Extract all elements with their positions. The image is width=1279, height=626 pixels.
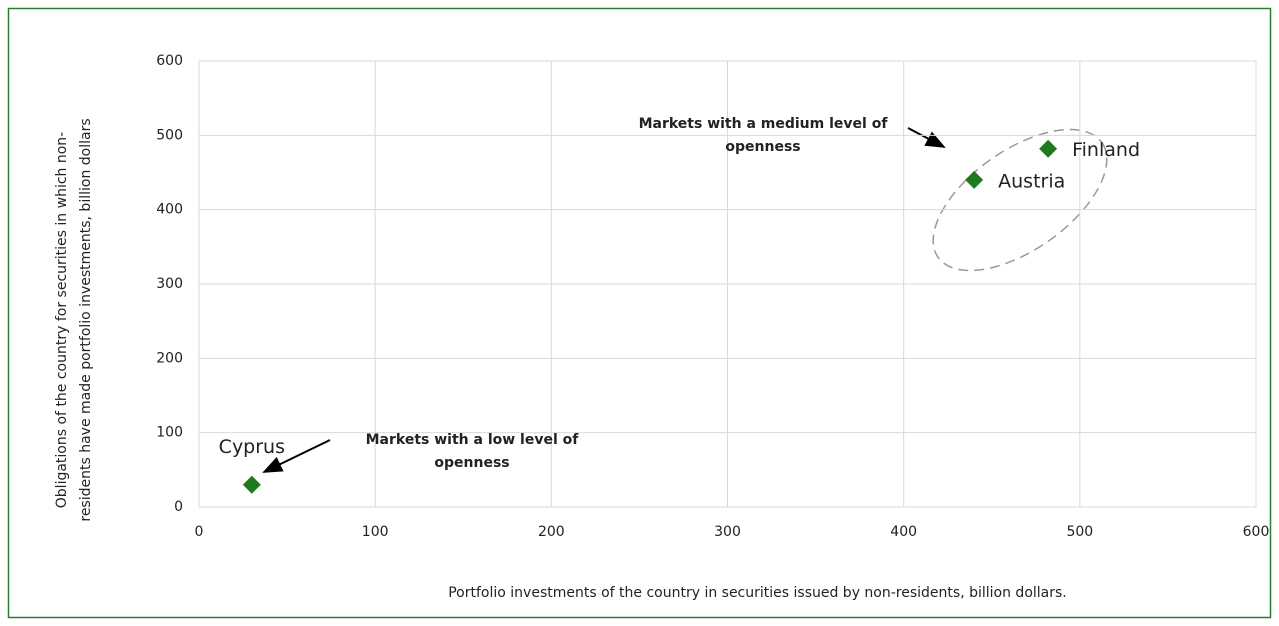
y-axis-label: Obligations of the country for securitie… [54, 132, 70, 508]
point [1039, 139, 1058, 158]
y-tick-label: 200 [156, 350, 183, 366]
x-tick-label: 0 [195, 524, 204, 540]
point [965, 170, 984, 189]
point [242, 475, 261, 494]
point-label: Austria [998, 170, 1065, 192]
annotation: openness [725, 139, 800, 155]
x-tick-label: 100 [362, 524, 389, 540]
y-tick-label: 100 [156, 425, 183, 441]
point-label: Cyprus [219, 436, 285, 458]
y-axis-label: residents have made portfolio investment… [78, 118, 94, 521]
x-tick-label: 200 [538, 524, 565, 540]
openness-ellipse [932, 128, 1108, 272]
x-tick-label: 300 [714, 524, 741, 540]
y-tick-label: 500 [156, 127, 183, 143]
y-tick-label: 600 [156, 53, 183, 69]
point-label: Finland [1072, 139, 1140, 161]
arrow [907, 127, 946, 148]
x-tick-label: 600 [1243, 524, 1270, 540]
annotation: Markets with a medium level of [639, 116, 889, 132]
x-axis-label: Portfolio investments of the country in … [448, 585, 1067, 601]
x-tick-label: 500 [1066, 524, 1093, 540]
y-tick-label: 300 [156, 276, 183, 292]
y-tick-label: 400 [156, 202, 183, 218]
frame [7, 7, 1272, 619]
y-tick-label: 0 [174, 499, 183, 515]
x-tick-label: 400 [890, 524, 917, 540]
annotation: Markets with a low level of [366, 432, 580, 448]
arrow [262, 439, 331, 473]
annotation: openness [434, 455, 509, 471]
